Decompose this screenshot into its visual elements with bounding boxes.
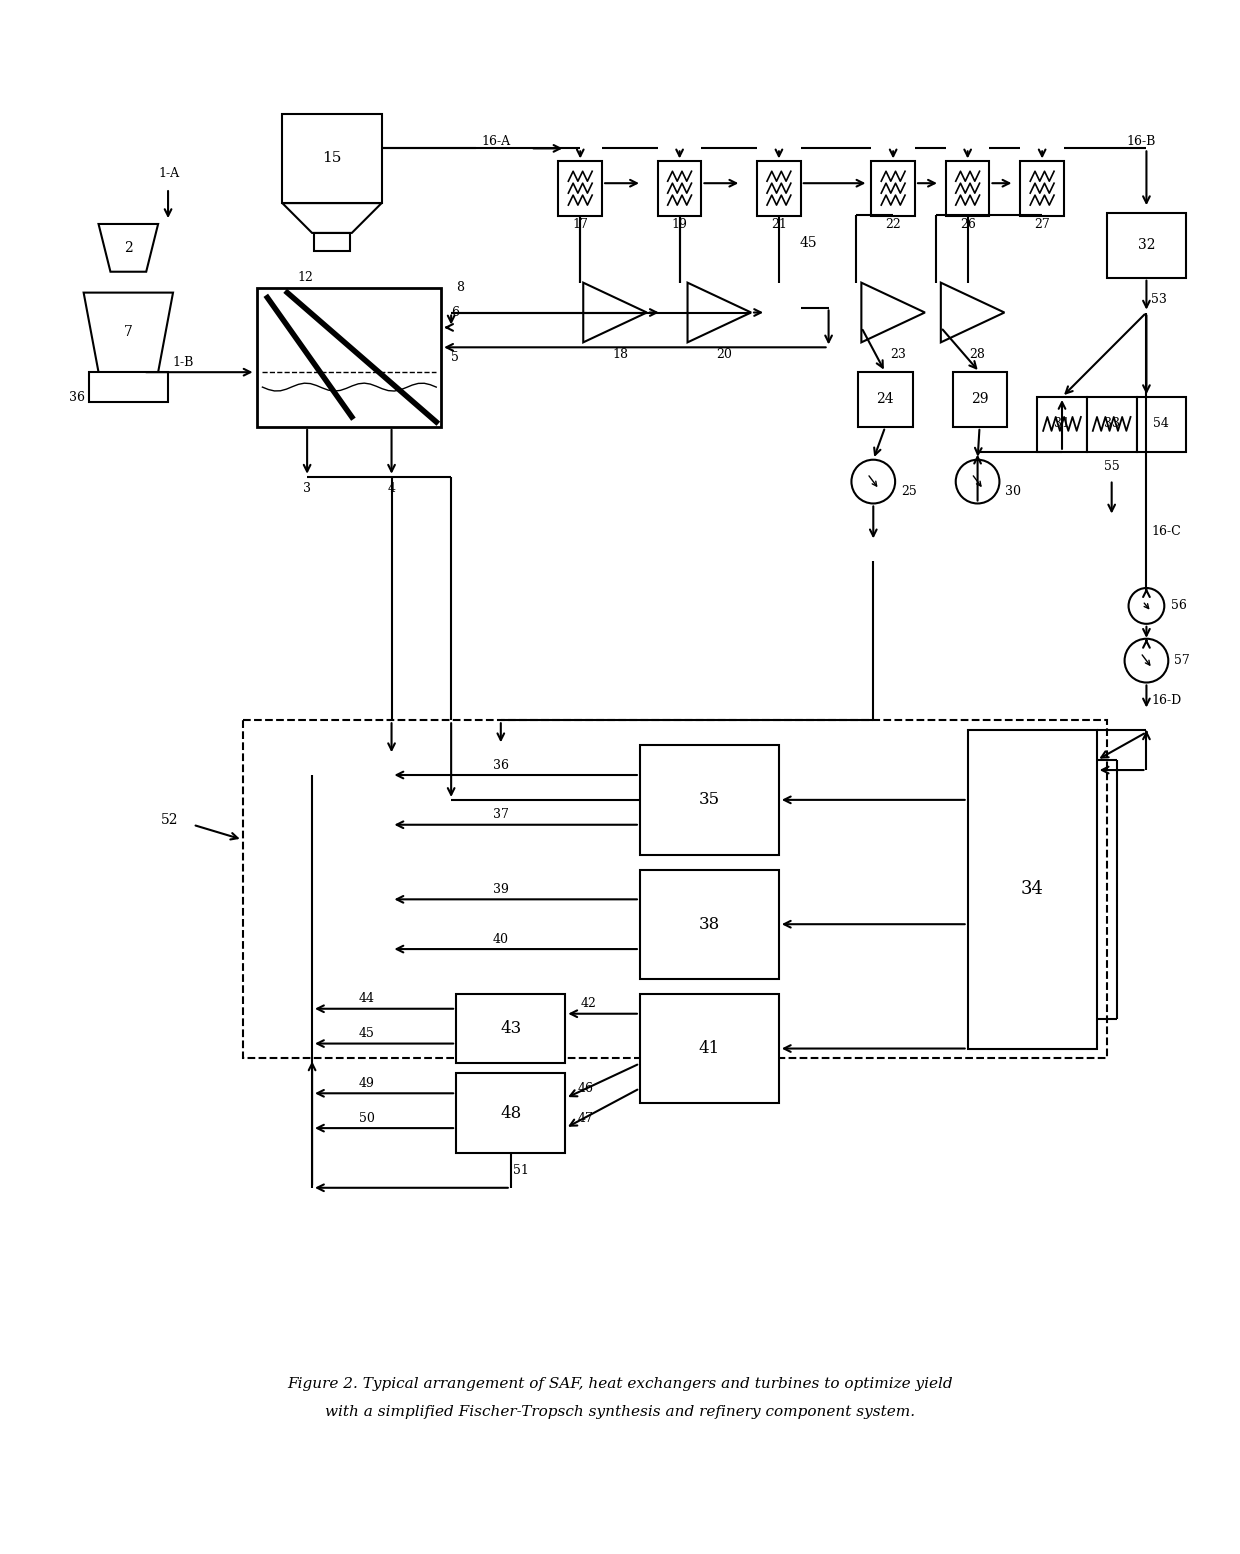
Text: 18: 18	[613, 348, 627, 361]
Text: 50: 50	[358, 1111, 374, 1125]
Text: 47: 47	[578, 1111, 593, 1125]
Text: 46: 46	[578, 1082, 593, 1096]
Text: 49: 49	[358, 1077, 374, 1089]
Text: 31: 31	[1054, 418, 1070, 430]
Text: 57: 57	[1174, 654, 1190, 667]
Bar	[640, 746, 779, 855]
Text: 8: 8	[456, 281, 464, 294]
Text: 2: 2	[124, 241, 133, 255]
Text: 21: 21	[771, 219, 787, 232]
Text: 4: 4	[388, 482, 396, 496]
Bar	[88, 371, 169, 402]
Text: 55: 55	[1104, 460, 1120, 472]
Text: 25: 25	[901, 485, 916, 497]
Bar	[1107, 213, 1187, 278]
Bar	[1086, 398, 1137, 452]
Text: 36: 36	[68, 390, 84, 404]
Text: 56: 56	[1172, 600, 1187, 612]
Text: 16-C: 16-C	[1152, 525, 1182, 538]
Text: 48: 48	[500, 1105, 521, 1122]
Bar	[758, 162, 801, 216]
Bar	[258, 287, 441, 427]
Text: 35: 35	[699, 791, 720, 808]
Bar	[283, 113, 382, 204]
Bar	[456, 1074, 565, 1153]
Text: 26: 26	[960, 219, 976, 232]
Text: 44: 44	[358, 993, 374, 1005]
Text: 16-A: 16-A	[481, 135, 510, 148]
Text: 54: 54	[1153, 418, 1169, 430]
Text: 29: 29	[971, 392, 988, 406]
Text: 3: 3	[303, 482, 311, 496]
Text: 45: 45	[800, 236, 817, 250]
Text: 42: 42	[580, 998, 596, 1010]
Text: 12: 12	[298, 272, 312, 284]
Text: with a simplified Fischer-Tropsch synthesis and refinery component system.: with a simplified Fischer-Tropsch synthe…	[325, 1405, 915, 1419]
Text: 1-B: 1-B	[172, 356, 193, 368]
Text: 37: 37	[492, 808, 508, 822]
Text: 20: 20	[717, 348, 733, 361]
Bar	[640, 995, 779, 1103]
Bar	[858, 371, 913, 427]
Text: 39: 39	[492, 883, 508, 897]
Text: 17: 17	[573, 219, 588, 232]
Text: 36: 36	[492, 758, 508, 772]
Text: 28: 28	[970, 348, 986, 361]
Text: 23: 23	[890, 348, 906, 361]
Bar	[967, 730, 1096, 1049]
Bar	[1137, 398, 1187, 452]
Bar	[456, 995, 565, 1063]
Text: 22: 22	[885, 219, 901, 232]
Text: 51: 51	[512, 1164, 528, 1178]
Bar	[243, 721, 1107, 1058]
Text: 24: 24	[877, 392, 894, 406]
Text: 43: 43	[500, 1019, 521, 1037]
Bar	[946, 162, 990, 216]
Text: 16-D: 16-D	[1152, 695, 1182, 707]
Text: 27: 27	[1034, 219, 1050, 232]
Text: 38: 38	[699, 915, 720, 932]
Text: 15: 15	[322, 151, 342, 165]
Text: 52: 52	[160, 813, 179, 827]
Text: 45: 45	[358, 1027, 374, 1040]
Text: 16-B: 16-B	[1127, 135, 1156, 148]
Text: 33: 33	[1104, 418, 1120, 430]
Text: 41: 41	[699, 1040, 720, 1057]
Bar	[657, 162, 702, 216]
Bar	[640, 870, 779, 979]
Text: 7: 7	[124, 325, 133, 339]
Text: Figure 2. Typical arrangement of SAF, heat exchangers and turbines to optimize y: Figure 2. Typical arrangement of SAF, he…	[288, 1377, 952, 1391]
Bar	[314, 233, 350, 250]
Bar	[1037, 398, 1086, 452]
Text: 32: 32	[1137, 238, 1156, 252]
Text: 19: 19	[672, 219, 687, 232]
Bar	[952, 371, 1007, 427]
Text: 1-A: 1-A	[159, 166, 180, 180]
Bar	[872, 162, 915, 216]
Bar	[558, 162, 603, 216]
Text: 30: 30	[1006, 485, 1022, 497]
Bar	[1021, 162, 1064, 216]
Text: 6: 6	[451, 306, 459, 319]
Text: 40: 40	[492, 932, 508, 946]
Text: 53: 53	[1152, 294, 1167, 306]
Text: 5: 5	[451, 351, 459, 364]
Text: 34: 34	[1021, 881, 1044, 898]
